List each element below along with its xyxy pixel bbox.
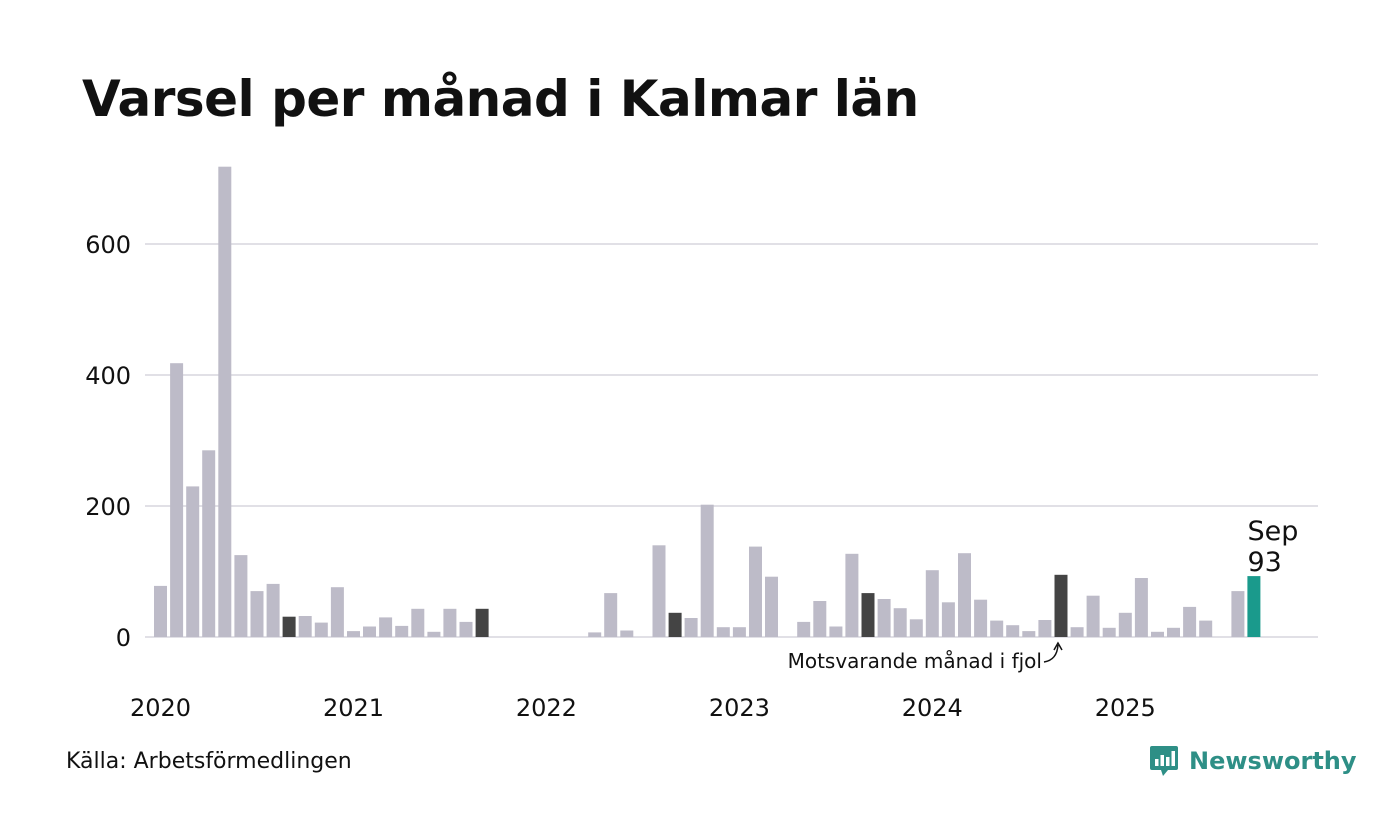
bars xyxy=(154,166,1261,638)
current-month-label: Sep xyxy=(1247,516,1298,547)
bar-2020-10 xyxy=(298,616,312,637)
bar-2024-11 xyxy=(1086,595,1100,637)
bar-2021-04 xyxy=(395,625,409,637)
bar-2024-03 xyxy=(958,553,971,637)
bar-2021-01 xyxy=(347,631,360,637)
bar-2020-08 xyxy=(266,583,280,637)
bar-2023-11 xyxy=(893,608,907,637)
bar-2024-06 xyxy=(1006,625,1020,637)
bar-2024-12 xyxy=(1102,627,1116,637)
bar-2020-05 xyxy=(218,166,232,637)
y-tick-label: 400 xyxy=(85,362,131,390)
y-tick-label: 200 xyxy=(85,493,131,521)
annotation-arrowhead xyxy=(1053,641,1063,651)
annotation-arrow xyxy=(1043,644,1059,663)
bar-2022-11 xyxy=(700,504,714,637)
bar-2025-02 xyxy=(1134,578,1148,637)
bar-2022-05 xyxy=(604,593,618,637)
bar-2023-06 xyxy=(813,601,827,637)
bar-2025-08 xyxy=(1231,591,1245,637)
x-tick-label-2023: 2023 xyxy=(709,694,770,722)
bar-2023-12 xyxy=(909,619,923,637)
bar-2023-03 xyxy=(765,576,778,637)
bar-2022-09 xyxy=(668,612,682,637)
bar-2023-09 xyxy=(861,593,875,637)
bar-2021-07 xyxy=(443,608,457,637)
y-tick-label: 600 xyxy=(85,231,131,259)
bar-2024-08 xyxy=(1038,620,1052,637)
bar-2025-05 xyxy=(1183,606,1197,637)
brand-logo: Newsworthy xyxy=(1149,744,1357,778)
bar-2024-02 xyxy=(941,602,955,637)
bar-2022-12 xyxy=(716,627,730,637)
bar-2020-09 xyxy=(282,616,296,637)
newsworthy-icon xyxy=(1150,746,1178,776)
current-value-label: 93 xyxy=(1247,547,1281,578)
bar-2024-05 xyxy=(990,620,1004,637)
bar-2025-06 xyxy=(1199,620,1213,637)
bar-2024-04 xyxy=(974,599,988,637)
annotation-label: Motsvarande månad i fjol xyxy=(788,649,1042,673)
x-tick-label-2020: 2020 xyxy=(130,694,191,722)
bar-2023-05 xyxy=(797,621,811,637)
bar-2024-01 xyxy=(925,570,939,637)
bar-2023-01 xyxy=(732,627,746,637)
bar-2021-02 xyxy=(363,626,376,637)
brand-name: Newsworthy xyxy=(1189,747,1357,775)
bar-2020-01 xyxy=(154,585,167,637)
bar-2021-05 xyxy=(411,608,425,637)
chart-title: Varsel per månad i Kalmar län xyxy=(82,70,919,128)
bar-2022-08 xyxy=(652,545,666,637)
bar-2024-09 xyxy=(1054,574,1068,637)
bar-2025-03 xyxy=(1151,631,1164,637)
y-tick-label: 0 xyxy=(116,624,131,652)
bar-2023-08 xyxy=(845,553,859,637)
bar-2024-10 xyxy=(1070,627,1084,637)
bar-2021-09 xyxy=(475,608,489,637)
bar-2020-02 xyxy=(170,363,184,637)
bar-2025-09 xyxy=(1247,576,1261,637)
x-tick-label-2021: 2021 xyxy=(323,694,384,722)
bar-2025-04 xyxy=(1167,627,1180,637)
bar-2020-06 xyxy=(234,555,248,637)
bar-2020-12 xyxy=(330,587,344,637)
y-axis-ticks: 0 200 400 600 xyxy=(85,231,131,652)
x-tick-label-2024: 2024 xyxy=(902,694,963,722)
bar-2021-08 xyxy=(459,621,473,637)
bar-2022-06 xyxy=(620,630,634,638)
bar-2020-11 xyxy=(314,622,328,637)
bar-2023-02 xyxy=(749,546,762,637)
bar-2021-03 xyxy=(379,617,393,638)
bar-2023-07 xyxy=(829,626,843,637)
x-tick-label-2022: 2022 xyxy=(516,694,577,722)
x-tick-label-2025: 2025 xyxy=(1095,694,1156,722)
bar-2023-10 xyxy=(877,599,891,637)
source-note: Källa: Arbetsförmedlingen xyxy=(66,749,352,774)
x-axis-ticks: 2020 2021 2022 2023 2024 2025 xyxy=(130,694,1156,722)
bar-2020-04 xyxy=(202,450,216,637)
bar-2021-06 xyxy=(427,631,441,637)
bar-2022-10 xyxy=(684,618,698,637)
bar-2024-07 xyxy=(1022,631,1036,637)
bar-2020-03 xyxy=(186,486,200,638)
bar-2025-01 xyxy=(1118,612,1132,637)
bar-2022-04 xyxy=(588,632,602,637)
bar-2020-07 xyxy=(250,591,264,637)
